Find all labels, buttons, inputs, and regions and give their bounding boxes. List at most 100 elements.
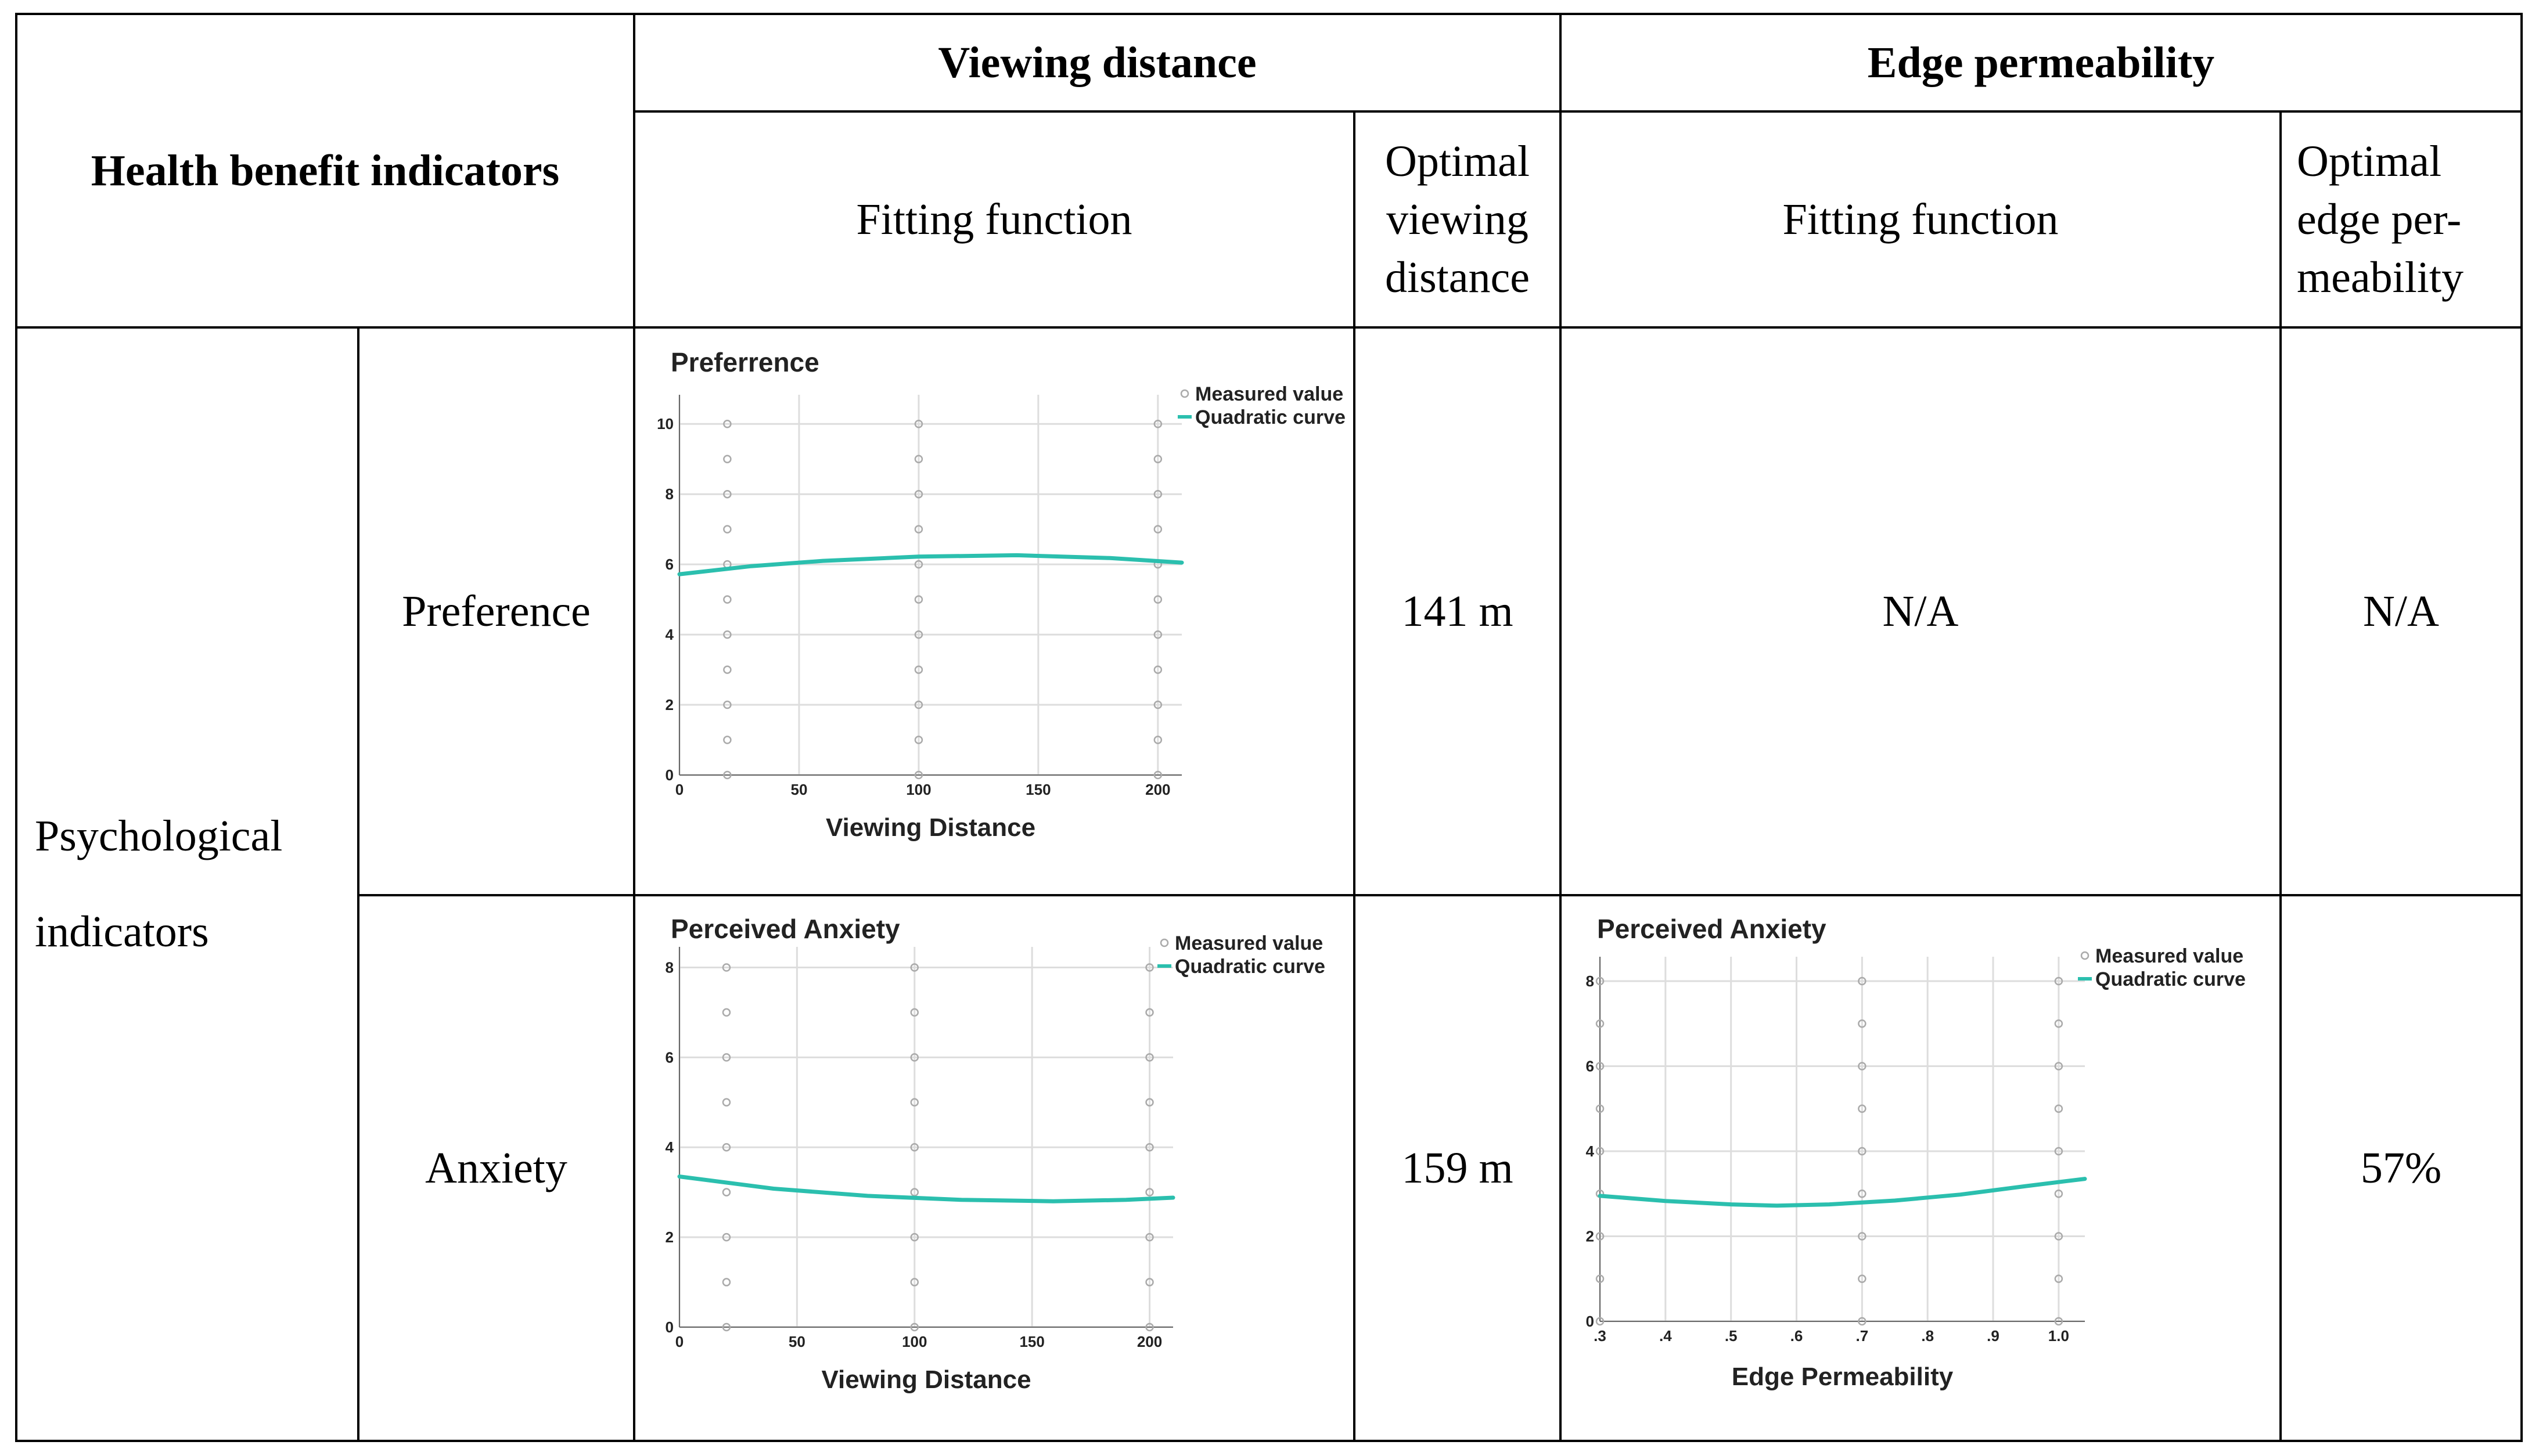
measured-point: [1145, 1278, 1154, 1286]
measured-point: [914, 489, 923, 499]
y-tick-label: 10: [657, 415, 674, 433]
row-label-anxiety: Anxiety: [425, 1143, 567, 1192]
x-tick-label: 150: [1019, 1333, 1044, 1350]
y-tick-label: 0: [666, 1318, 674, 1336]
measured-point: [1595, 976, 1605, 986]
header-optimal-vd-line-1: Optimal: [1384, 137, 1530, 186]
measured-point: [1153, 630, 1163, 639]
category-psychological-indicators: Psychological indicators: [17, 329, 357, 1440]
measured-point: [910, 1232, 919, 1242]
category-line-2: indicators: [35, 907, 209, 956]
measured-point: [722, 1143, 731, 1152]
y-tick-label: 0: [1586, 1313, 1594, 1330]
measured-point: [1595, 1019, 1605, 1028]
measured-point: [1145, 1143, 1154, 1152]
legend-point-marker: [1160, 938, 1169, 947]
measured-point: [910, 1278, 919, 1286]
optimal-vd-anxiety: 159 m: [1401, 1143, 1513, 1192]
measured-point: [1858, 976, 1867, 986]
measured-point: [1858, 1274, 1867, 1283]
measured-point: [1858, 1104, 1867, 1113]
measured-point: [2054, 1274, 2063, 1283]
rule-col-c: [1353, 110, 1355, 1442]
rule-left: [15, 13, 17, 1442]
measured-point: [723, 736, 732, 744]
measured-point: [1145, 1322, 1154, 1332]
header-optimal-ep-line-2: edge per-: [2297, 195, 2462, 244]
measured-point: [722, 1322, 731, 1332]
legend-label: Measured value: [1175, 932, 1323, 954]
measured-point: [1153, 700, 1163, 709]
y-tick-label: 2: [666, 696, 674, 713]
measured-point: [914, 770, 923, 780]
measured-point: [723, 595, 732, 604]
y-tick-label: 4: [666, 626, 674, 643]
rule-top: [15, 13, 2523, 15]
measured-point: [2054, 976, 2063, 986]
header-fitting-function-vd: Fitting function: [856, 194, 1132, 244]
measured-point: [1858, 1232, 1867, 1241]
x-tick-label: 50: [789, 1333, 805, 1350]
measured-point: [910, 1008, 919, 1017]
x-tick-label: 50: [790, 781, 807, 798]
x-tick-label: 100: [906, 781, 931, 798]
rule-row-b: [15, 326, 2523, 329]
legend-label: Quadratic curve: [1195, 406, 1346, 428]
chart-title: Perceived Anxiety: [1597, 914, 1826, 944]
x-tick-label: 0: [675, 1333, 684, 1350]
y-tick-label: 2: [666, 1228, 674, 1246]
x-tick-label: 150: [1026, 781, 1051, 798]
measured-point: [910, 1053, 919, 1062]
y-tick-label: 6: [666, 1048, 674, 1066]
header-viewing-distance: Viewing distance: [938, 38, 1257, 87]
rule-col-e: [2279, 110, 2282, 1442]
optimal-ep-preference: N/A: [2363, 586, 2439, 636]
measured-point: [722, 1098, 731, 1107]
y-tick-label: 0: [666, 766, 674, 784]
measured-point: [910, 963, 919, 972]
x-tick-label: .3: [1594, 1327, 1606, 1345]
measured-point: [914, 736, 923, 744]
x-tick-label: 100: [902, 1333, 927, 1350]
rule-row-a: [633, 110, 2523, 113]
chart-anxiety-edge-permeability: 0 2 4 6 8 .3 .4 .5 .6 .7 .8 .9 1.0 Perceived Anxiety E…: [1586, 914, 2246, 1391]
x-tick-label: 1.0: [2048, 1327, 2069, 1345]
legend-label: Measured value: [1195, 383, 1343, 405]
rule-col-a: [357, 326, 359, 1442]
measured-point: [1595, 1147, 1605, 1156]
measured-point: [914, 595, 923, 604]
measured-point: [910, 1098, 919, 1107]
measured-point: [723, 455, 732, 463]
measured-point: [914, 419, 923, 428]
x-tick-label: .8: [1921, 1327, 1934, 1345]
x-tick-label: .9: [1987, 1327, 1999, 1345]
y-tick-label: 8: [666, 958, 674, 976]
measured-point: [723, 489, 732, 499]
measured-point: [1145, 1053, 1154, 1062]
measured-point: [914, 665, 923, 674]
measured-point: [1858, 1062, 1867, 1071]
header-optimal-edge-permeability: Optimal edge per- meability: [2282, 113, 2520, 326]
y-tick-label: 4: [666, 1138, 674, 1156]
category-line-1: Psychological: [35, 812, 283, 860]
measured-point: [723, 770, 732, 780]
x-tick-label: 200: [1137, 1333, 1162, 1350]
optimal-vd-preference: 141 m: [1401, 586, 1513, 636]
quadratic-curve: [677, 553, 1184, 576]
measured-point: [1153, 455, 1163, 463]
measured-point: [722, 1232, 731, 1242]
measured-point: [910, 1322, 919, 1332]
measured-point: [723, 700, 732, 709]
optimal-ep-anxiety: 57%: [2360, 1143, 2442, 1192]
measured-point: [722, 1278, 731, 1286]
measured-point: [1153, 489, 1163, 499]
legend-point-marker: [2080, 951, 2090, 960]
measured-point: [723, 665, 732, 674]
header-optimal-viewing-distance: Optimal viewing distance: [1355, 113, 1559, 326]
measured-point: [1595, 1317, 1605, 1326]
measured-point: [1145, 1098, 1154, 1107]
header-optimal-vd-line-3: distance: [1384, 253, 1530, 302]
x-axis-label: Edge Permeability: [1732, 1363, 1954, 1391]
measured-point: [2054, 1104, 2063, 1113]
measured-point: [914, 455, 923, 463]
